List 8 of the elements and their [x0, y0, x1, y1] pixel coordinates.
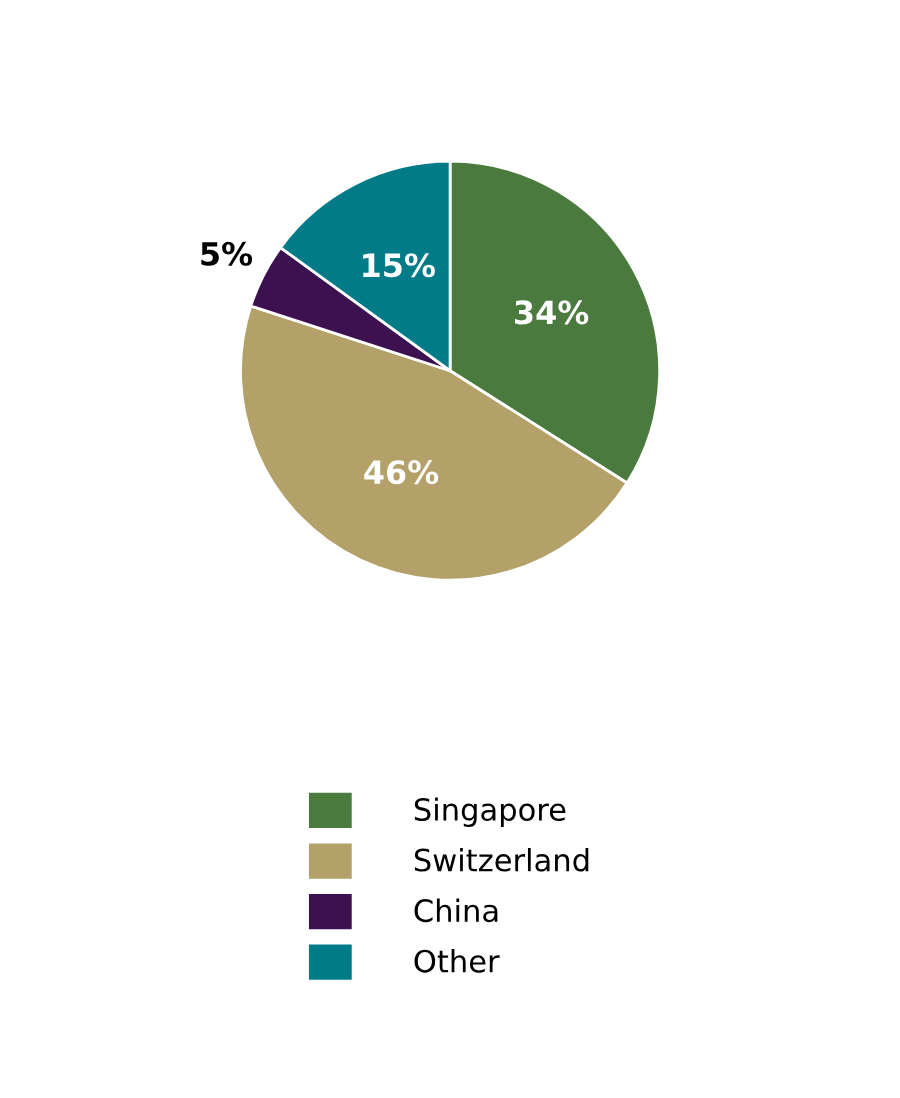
data-label: 34% [515, 300, 589, 325]
data-label: 46% [364, 460, 439, 485]
legend-label: Singapore [414, 797, 566, 827]
legend-label: Other [414, 949, 500, 973]
data-label: 5% [201, 241, 253, 266]
legend-label: China [414, 898, 498, 923]
legend-label: Switzerland [414, 847, 589, 872]
data-label: 15% [363, 253, 435, 278]
